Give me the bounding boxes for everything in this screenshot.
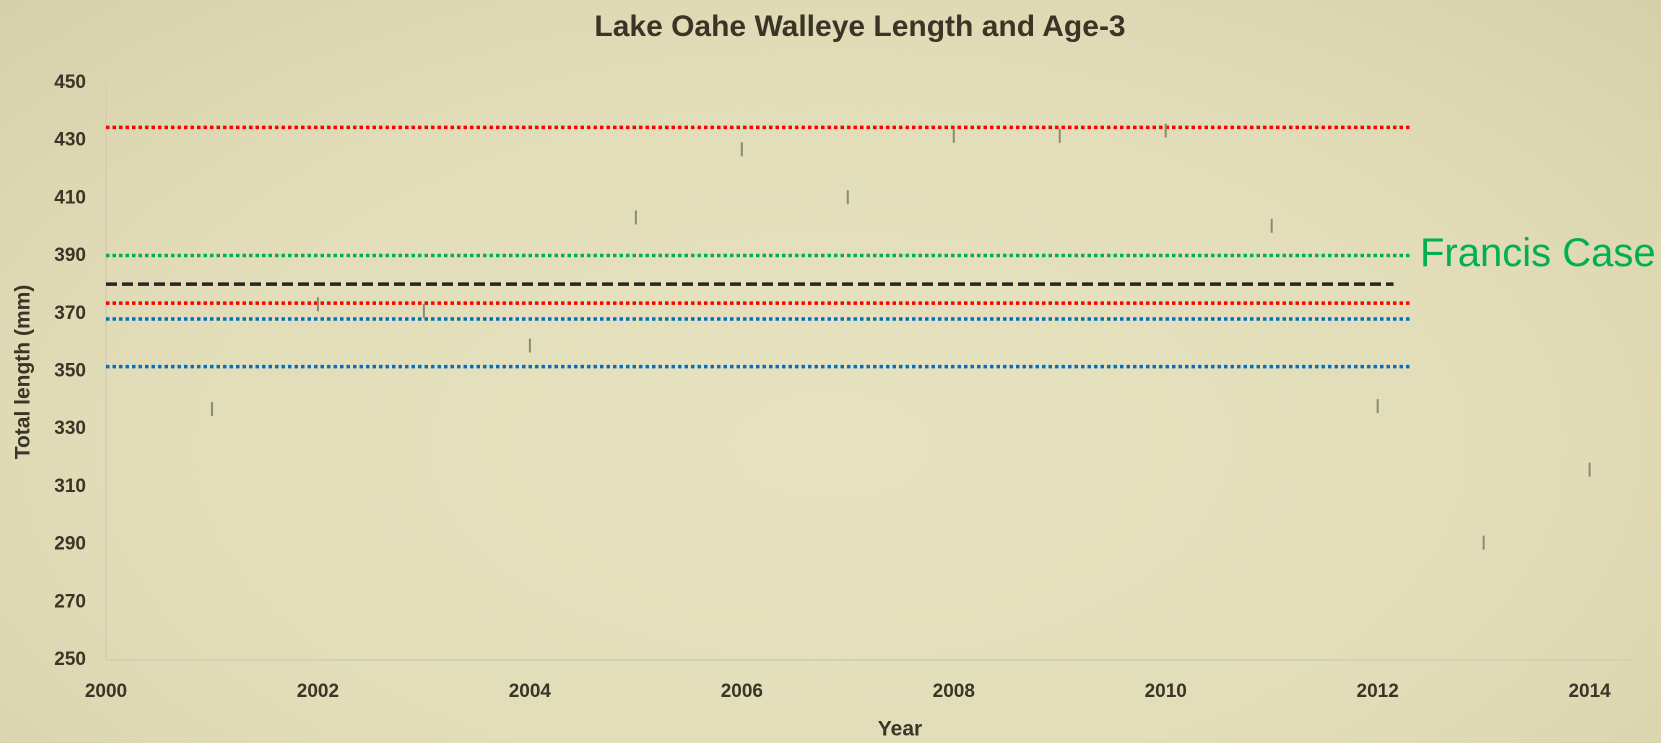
y-tick-label: 290 [54,534,86,555]
y-tick-label: 310 [54,476,86,497]
x-tick-label: 2006 [721,681,763,702]
y-tick-label: 450 [54,72,86,93]
x-tick-label: 2002 [297,681,339,702]
x-tick-label: 2004 [509,681,552,702]
y-tick-label: 250 [54,649,86,670]
x-tick-label: 2008 [933,681,975,702]
x-tick-label: 2014 [1568,681,1611,702]
y-axis-label: Total length (mm) [12,285,35,460]
y-tick-label: 410 [54,187,86,208]
y-tick-label: 270 [54,591,86,612]
y-tick-label: 430 [54,130,86,151]
annotation: Francis Case [1420,231,1656,275]
chart-title: Lake Oahe Walleye Length and Age-3 [594,10,1125,43]
x-tick-label: 2012 [1357,681,1399,702]
y-tick-label: 370 [54,303,86,324]
y-tick-label: 330 [54,418,86,439]
x-axis-label: Year [878,718,922,741]
y-tick-label: 390 [54,245,86,266]
y-tick-label: 350 [54,361,86,382]
x-tick-label: 2000 [85,681,127,702]
x-tick-label: 2010 [1145,681,1187,702]
